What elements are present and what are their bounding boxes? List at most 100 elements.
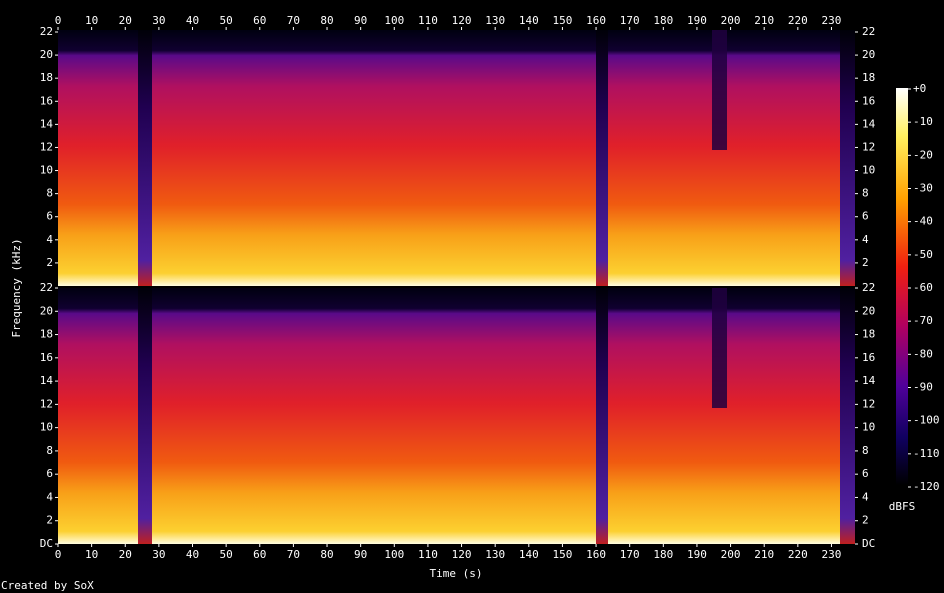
x-axis-label: Time (s) [430,567,483,580]
colorbar-tick-label: -70 [913,314,933,327]
y-tick-label: 16 [862,351,875,364]
y-tick-label: 12 [40,140,53,153]
colorbar-tick-label: -10 [913,115,933,128]
y-tick-label: 8 [46,444,53,457]
quiet-band [840,30,855,286]
x-tick-label: 200 [721,548,741,561]
y-tick-label: 18 [40,328,53,341]
colorbar-tick-label: -30 [913,182,933,195]
x-tick-label: 140 [519,14,539,27]
y-tick-label: DC [862,537,875,550]
y-tick-label: 12 [862,397,875,410]
y-tick-label: 20 [40,48,53,61]
y-tick-label: 14 [40,117,54,130]
y-tick-label: 2 [862,514,869,527]
x-tick-label: 160 [586,548,606,561]
colorbar-tick-label: -50 [913,248,933,261]
colorbar-tick-label: -120 [913,480,940,493]
x-tick-label: 210 [754,14,774,27]
x-tick-label: 70 [287,548,300,561]
y-tick-label: 22 [40,25,53,38]
quiet-band [712,30,727,150]
y-tick-label: 2 [862,256,869,269]
quiet-band [840,288,855,544]
x-tick-label: 30 [152,548,165,561]
x-tick-label: 230 [822,14,842,27]
y-tick-label: 6 [862,210,869,223]
x-tick-label: 50 [220,548,233,561]
y-tick-label: 6 [862,467,869,480]
y-tick-label: DC [40,537,53,550]
x-tick-label: 140 [519,548,539,561]
y-tick-label: 6 [46,467,53,480]
colorbar-tick-label: +0 [913,82,926,95]
quiet-band [138,288,152,544]
x-tick-label: 150 [552,14,572,27]
y-tick-label: 10 [40,164,53,177]
colorbar-tick-label: -90 [913,381,933,394]
credit: Created by SoX [1,579,94,592]
colorbar-tick-label: -20 [913,148,933,161]
spectrogram-image [58,288,855,544]
x-tick-label: 50 [220,14,233,27]
x-tick-label: 120 [452,14,472,27]
x-tick-label: 200 [721,14,741,27]
colorbar-tick-label: -60 [913,281,933,294]
y-tick-label: 18 [40,71,53,84]
x-tick-label: 10 [85,548,98,561]
x-tick-label: 80 [320,14,333,27]
y-tick-label: 20 [40,304,53,317]
y-tick-label: 2 [46,514,53,527]
colorbar-tick-label: -100 [913,414,940,427]
y-tick-label: 4 [862,490,869,503]
y-tick-label: 4 [46,490,53,503]
y-tick-label: 8 [862,187,869,200]
y-tick-label: 22 [862,25,875,38]
y-tick-label: 4 [862,233,869,246]
x-tick-label: 170 [620,14,640,27]
colorbar [896,88,908,485]
x-tick-label: 130 [485,14,505,27]
x-tick-label: 210 [754,548,774,561]
x-tick-label: 100 [384,548,404,561]
x-tick-label: 230 [822,548,842,561]
y-tick-label: 4 [46,233,53,246]
y-tick-label: 6 [46,210,53,223]
colorbar-label: dBFS [889,500,916,513]
y-tick-label: 18 [862,71,875,84]
y-tick-label: 18 [862,328,875,341]
x-tick-label: 60 [253,548,266,561]
quiet-band [138,30,152,286]
y-tick-label: 16 [40,94,53,107]
y-tick-label: 8 [46,187,53,200]
x-tick-label: 180 [653,548,673,561]
x-tick-label: 170 [620,548,640,561]
x-tick-label: 190 [687,14,707,27]
y-tick-label: 16 [862,94,875,107]
y-tick-label: 2 [46,256,53,269]
quiet-band [596,288,608,544]
x-tick-label: 190 [687,548,707,561]
y-tick-label: 8 [862,444,869,457]
y-tick-label: 20 [862,48,875,61]
y-tick-label: 22 [40,281,53,294]
x-tick-label: 20 [119,14,132,27]
x-tick-label: 120 [452,548,472,561]
channel-2 [58,288,855,544]
y-tick-label: 12 [862,140,875,153]
y-axis-label: Frequency (kHz) [10,238,23,337]
y-tick-label: 16 [40,351,53,364]
x-tick-label: 90 [354,548,367,561]
x-tick-label: 10 [85,14,98,27]
y-tick-label: 10 [862,421,875,434]
colorbar-tick-label: -40 [913,215,933,228]
x-tick-label: 180 [653,14,673,27]
spectrogram-image [58,30,855,286]
x-tick-label: 20 [119,548,132,561]
y-tick-label: 22 [862,281,875,294]
x-tick-label: 220 [788,14,808,27]
y-tick-label: 12 [40,397,53,410]
x-tick-label: 90 [354,14,367,27]
x-tick-label: 40 [186,548,199,561]
